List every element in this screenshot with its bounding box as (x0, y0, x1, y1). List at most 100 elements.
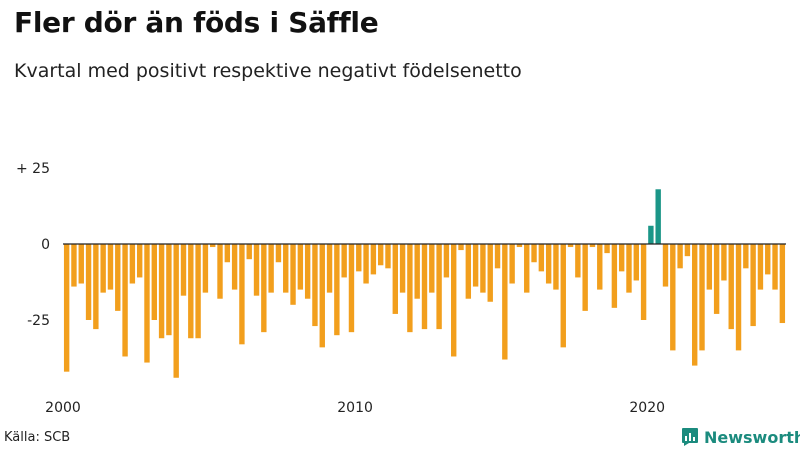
bar-41 (363, 244, 369, 284)
bar-81 (655, 189, 661, 244)
bar-5 (100, 244, 106, 293)
bar-18 (195, 244, 201, 339)
bar-10 (136, 244, 143, 278)
bar-77 (626, 244, 632, 293)
bar-91 (728, 244, 734, 330)
bar-94 (750, 244, 756, 327)
bar-17 (188, 244, 194, 339)
bar-40 (356, 244, 362, 272)
bar-65 (538, 244, 545, 272)
bar-22 (224, 244, 231, 263)
bar-57 (480, 244, 486, 293)
bar-95 (757, 244, 764, 290)
newsworthy-logo[interactable]: Newsworthy (681, 426, 800, 448)
bar-28 (268, 244, 274, 293)
bar-66 (545, 244, 552, 284)
bar-97 (772, 244, 778, 290)
y-tick-label-0: + 25 (16, 161, 50, 177)
bar-54 (458, 244, 464, 251)
bar-4 (93, 244, 99, 330)
x-tick-label-0: 2000 (45, 400, 81, 416)
bar-82 (662, 244, 669, 287)
bar-56 (472, 244, 479, 287)
bar-47 (407, 244, 413, 333)
bar-87 (699, 244, 705, 351)
bar-43 (377, 244, 384, 266)
bar-19 (202, 244, 209, 293)
bar-50 (429, 244, 435, 293)
bar-23 (231, 244, 238, 290)
bar-32 (297, 244, 304, 290)
bar-52 (443, 244, 450, 278)
bar-27 (261, 244, 267, 333)
bar-53 (451, 244, 457, 357)
bar-15 (173, 244, 179, 378)
bar-13 (158, 244, 165, 339)
bar-79 (640, 244, 647, 320)
bar-85 (684, 244, 691, 257)
bar-44 (385, 244, 391, 269)
bar-39 (348, 244, 355, 333)
bar-12 (151, 244, 157, 320)
bar-68 (560, 244, 566, 348)
bar-71 (582, 244, 588, 311)
bar-59 (494, 244, 501, 269)
bar-0 (63, 244, 70, 372)
brand-name: Newsworthy (704, 427, 800, 447)
bar-67 (553, 244, 559, 290)
bar-76 (618, 244, 625, 272)
bar-48 (414, 244, 420, 299)
bar-62 (516, 244, 523, 248)
chart-bubble-icon (682, 428, 698, 446)
bar-86 (692, 244, 698, 366)
bar-92 (735, 244, 742, 351)
bar-21 (217, 244, 223, 299)
x-tick-label-1: 2010 (337, 400, 373, 416)
bar-37 (334, 244, 340, 336)
bar-98 (779, 244, 786, 324)
bar-6 (107, 244, 114, 290)
bar-3 (85, 244, 92, 320)
bar-69 (567, 244, 574, 248)
bar-61 (509, 244, 515, 284)
bar-93 (743, 244, 749, 269)
bar-29 (275, 244, 282, 263)
bar-chart: + 25 0 -25 2000 2010 2020 (16, 161, 786, 416)
bar-51 (436, 244, 442, 330)
bar-83 (670, 244, 676, 351)
bar-64 (531, 244, 537, 263)
bar-80 (648, 225, 654, 244)
x-axis: 2000 2010 2020 (45, 400, 665, 416)
bar-33 (304, 244, 311, 299)
bar-88 (706, 244, 713, 290)
bar-96 (765, 244, 771, 275)
bar-1 (71, 244, 77, 287)
bar-58 (487, 244, 493, 302)
bar-30 (283, 244, 289, 293)
bar-72 (589, 244, 596, 248)
bar-35 (319, 244, 325, 348)
bar-34 (312, 244, 318, 327)
bar-36 (326, 244, 333, 293)
bar-25 (246, 244, 252, 260)
bar-14 (166, 244, 172, 336)
bar-90 (721, 244, 727, 281)
bar-46 (399, 244, 406, 293)
y-tick-label-1: 0 (41, 237, 50, 253)
x-tick-label-2: 2020 (629, 400, 665, 416)
bar-70 (575, 244, 581, 278)
bar-20 (210, 244, 216, 248)
bar-63 (524, 244, 530, 293)
bar-38 (341, 244, 347, 278)
bar-42 (370, 244, 377, 275)
y-tick-label-2: -25 (27, 313, 50, 329)
bar-74 (604, 244, 610, 254)
chart-title: Fler dör än föds i Säffle (14, 6, 379, 39)
bar-73 (597, 244, 603, 290)
source-note: Källa: SCB (4, 430, 71, 445)
bar-84 (677, 244, 683, 269)
bar-78 (633, 244, 639, 281)
bar-89 (713, 244, 720, 314)
bar-45 (392, 244, 398, 314)
bar-8 (122, 244, 128, 357)
